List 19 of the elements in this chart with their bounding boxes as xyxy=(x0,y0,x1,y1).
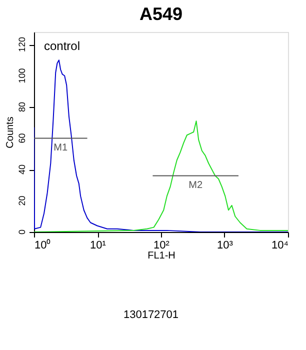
series-label: control xyxy=(44,39,80,53)
text: 130172701 xyxy=(123,309,179,321)
y-tick-label: 0 xyxy=(17,229,27,235)
x-tick-label: 10² xyxy=(154,240,170,252)
y-axis-title: Counts xyxy=(5,116,16,148)
y-tick-label: 80 xyxy=(17,102,27,112)
y-tick-label: 40 xyxy=(17,164,27,175)
x-tick-label: 10⁴ xyxy=(272,240,289,252)
series-label: M1 xyxy=(54,142,68,154)
chart-title: A549 xyxy=(139,4,183,24)
y-tick-label: 120 xyxy=(17,36,27,52)
x-tick-label: 10⁰ xyxy=(34,238,51,252)
y-tick-label: 20 xyxy=(17,196,27,206)
x-tick-label: 10³ xyxy=(217,240,234,252)
x-tick-label: 10¹ xyxy=(90,240,106,252)
y-tick-label: 60 xyxy=(17,133,27,144)
series-label: M2 xyxy=(188,180,203,191)
x-axis-title: FL1-H xyxy=(148,250,176,262)
y-tick-label: 100 xyxy=(17,68,27,84)
